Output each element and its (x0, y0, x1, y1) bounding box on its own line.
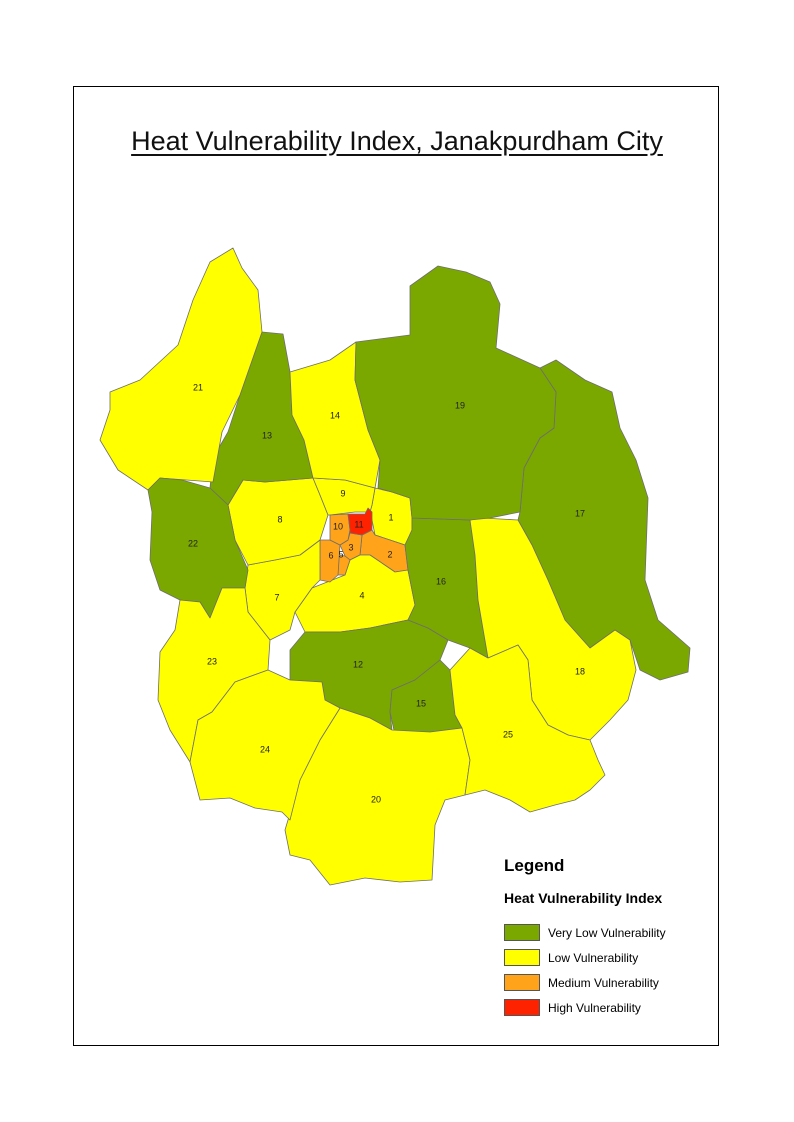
legend-label: High Vulnerability (548, 1000, 641, 1015)
ward-label-8: 8 (277, 514, 282, 524)
ward-14 (289, 341, 381, 489)
ward-21 (99, 247, 263, 491)
legend-subtitle: Heat Vulnerability Index (504, 890, 663, 906)
ward-label-12: 12 (353, 659, 363, 669)
ward-label-9: 9 (340, 488, 345, 498)
ward-label-11: 11 (354, 519, 363, 529)
ward-label-22: 22 (188, 538, 198, 548)
legend-label: Low Vulnerability (548, 950, 639, 965)
legend-swatch (504, 924, 540, 941)
ward-label-14: 14 (330, 410, 340, 420)
ward-label-15: 15 (416, 698, 426, 708)
map-title: Heat Vulnerability Index, Janakpurdham C… (131, 126, 663, 156)
legend-item-very-low: Very Low Vulnerability (504, 920, 666, 945)
ward-label-23: 23 (207, 656, 217, 666)
ward-label-3: 3 (348, 542, 353, 552)
ward-label-17: 17 (575, 508, 585, 518)
ward-label-13: 13 (262, 430, 272, 440)
legend-item-high: High Vulnerability (504, 995, 666, 1020)
ward-label-2: 2 (387, 549, 392, 559)
legend-swatch (504, 974, 540, 991)
ward-6 (319, 539, 341, 583)
ward-25 (449, 644, 606, 813)
ward-label-24: 24 (260, 744, 270, 754)
ward-label-18: 18 (575, 666, 585, 676)
ward-label-7: 7 (274, 592, 279, 602)
ward-label-19: 19 (455, 400, 465, 410)
ward-label-25: 25 (503, 729, 513, 739)
legend-label: Very Low Vulnerability (548, 925, 666, 940)
legend-swatch (504, 999, 540, 1016)
legend-title: Legend (504, 856, 565, 875)
ward-label-1: 1 (388, 512, 393, 522)
ward-label-4: 4 (359, 590, 364, 600)
ward-label-10: 10 (333, 521, 343, 531)
ward-24 (189, 669, 341, 821)
ward-label-20: 20 (371, 794, 381, 804)
ward-label-6: 6 (328, 550, 333, 560)
legend-item-low: Low Vulnerability (504, 945, 666, 970)
ward-label-5: 5 (338, 549, 343, 559)
ward-11 (347, 507, 373, 536)
ward-19 (354, 265, 557, 521)
map-frame (73, 86, 719, 1046)
legend-label: Medium Vulnerability (548, 975, 659, 990)
ward-label-16: 16 (436, 576, 446, 586)
ward-20 (284, 707, 471, 886)
legend-swatch (504, 949, 540, 966)
legend: Legend Heat Vulnerability Index Very Low… (504, 856, 666, 1020)
ward-label-21: 21 (193, 382, 203, 392)
legend-item-medium: Medium Vulnerability (504, 970, 666, 995)
